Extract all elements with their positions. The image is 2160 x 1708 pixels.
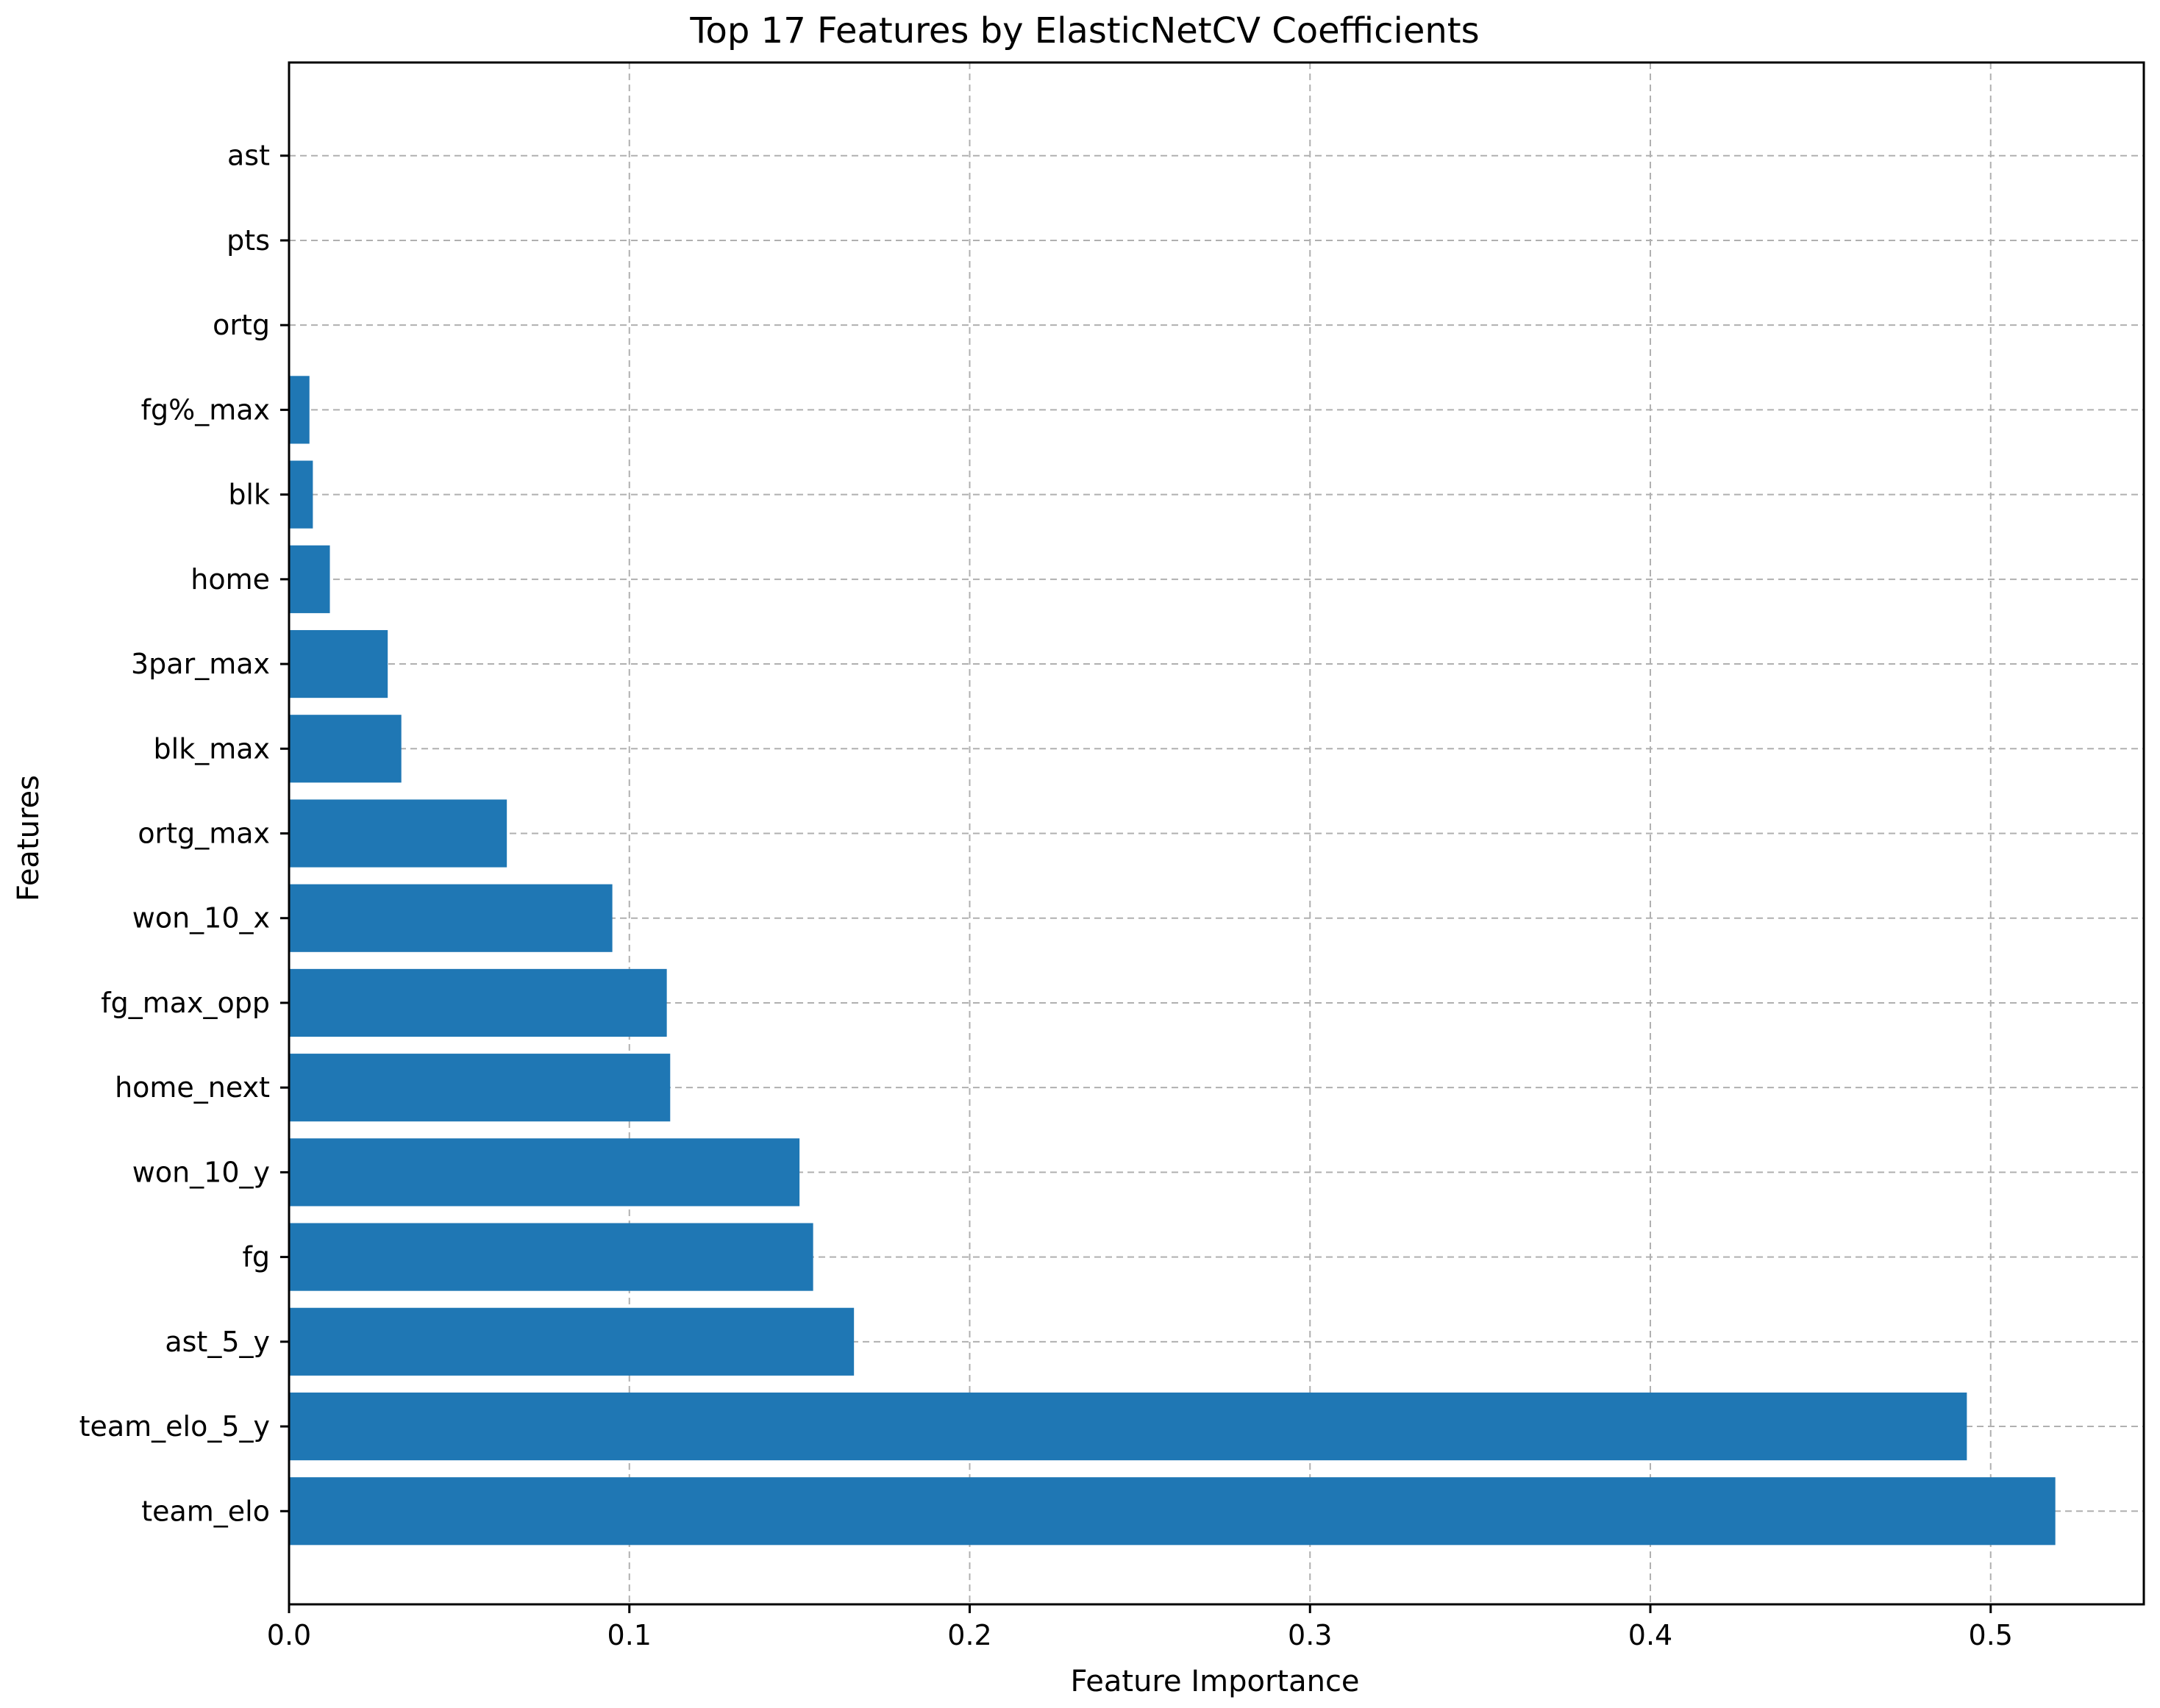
bar-ortg_max: [289, 799, 507, 868]
y-axis-label: Features: [12, 775, 46, 901]
chart-title: Top 17 Features by ElasticNetCV Coeffici…: [689, 10, 1479, 51]
x-axis-label: Feature Importance: [1070, 1665, 1359, 1698]
y-tick-label: team_elo_5_y: [79, 1410, 270, 1443]
bar-home: [289, 545, 330, 613]
x-axis-ticks: 0.0 0.1 0.2 0.3 0.4 0.5: [267, 1604, 2013, 1651]
y-tick-label: team_elo: [141, 1495, 270, 1527]
bar-team_elo_5_y: [289, 1392, 1967, 1461]
y-axis-ticks: team_elo team_elo_5_y ast_5_y fg won_10_y hom…: [79, 140, 289, 1527]
y-tick-label: fg: [243, 1241, 271, 1273]
y-tick-label: pts: [227, 224, 270, 257]
bar-blk: [289, 460, 313, 529]
bars: [289, 376, 2056, 1546]
bar-blk_max: [289, 715, 402, 783]
y-tick-label: won_10_x: [132, 902, 270, 935]
bar-team_elo: [289, 1477, 2056, 1546]
x-tick-label: 0.4: [1628, 1619, 1672, 1651]
bar-ast_5_y: [289, 1307, 855, 1376]
x-tick-label: 0.2: [947, 1619, 991, 1651]
bar-won_10_x: [289, 884, 613, 952]
bar-home_next: [289, 1054, 671, 1122]
bar-fg: [289, 1223, 813, 1291]
bar-fg%_max: [289, 376, 310, 444]
y-tick-label: won_10_y: [132, 1156, 270, 1188]
y-tick-label: 3par_max: [131, 648, 270, 680]
x-tick-label: 0.5: [1969, 1619, 2013, 1651]
bar-won_10_y: [289, 1138, 800, 1207]
x-tick-label: 0.1: [607, 1619, 652, 1651]
y-tick-label: fg%_max: [141, 393, 270, 426]
y-tick-label: home_next: [115, 1071, 270, 1104]
y-tick-label: ast_5_y: [165, 1326, 270, 1358]
y-tick-label: fg_max_opp: [101, 987, 270, 1019]
y-tick-label: ast: [227, 140, 270, 172]
x-tick-label: 0.0: [267, 1619, 311, 1651]
y-tick-label: blk: [228, 479, 270, 511]
y-tick-label: ortg: [213, 309, 270, 341]
y-tick-label: blk_max: [154, 732, 270, 765]
y-tick-label: ortg_max: [138, 818, 270, 850]
bar-3par_max: [289, 629, 388, 698]
x-tick-label: 0.3: [1288, 1619, 1332, 1651]
y-tick-label: home: [190, 563, 270, 596]
bar-fg_max_opp: [289, 968, 667, 1037]
